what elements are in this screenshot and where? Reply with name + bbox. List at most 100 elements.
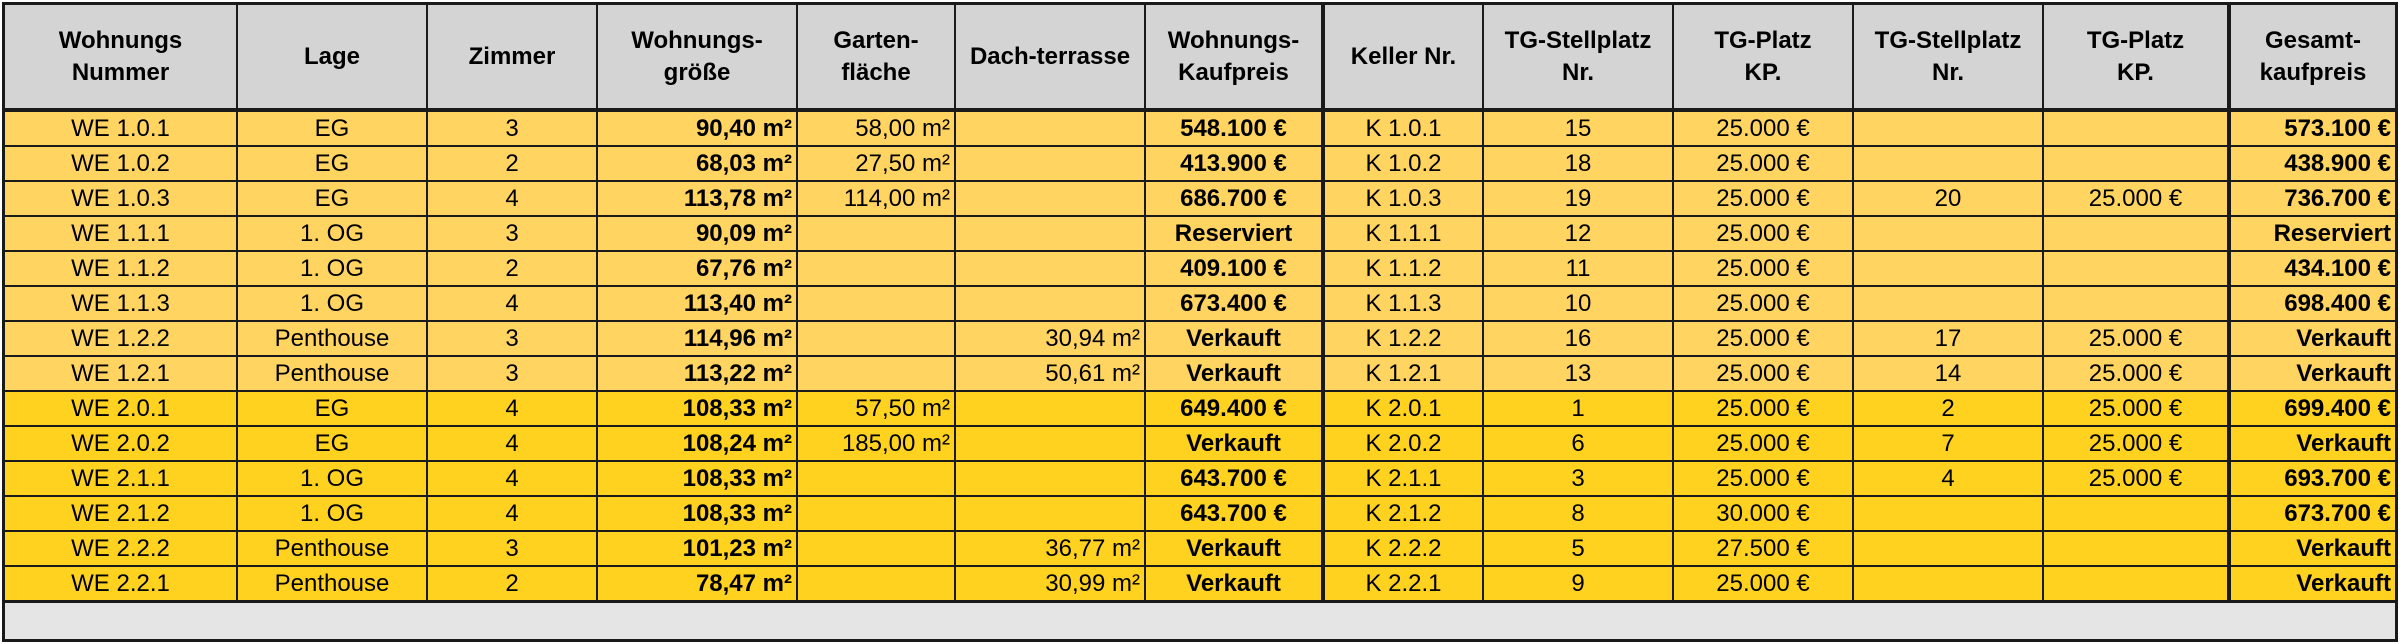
cell-tg-platz-kp-2 <box>2042 145 2230 182</box>
cell-tg-stellplatz-nr-1: 6 <box>1482 425 1674 462</box>
cell-tg-platz-kp-1: 25.000 € <box>1672 565 1854 603</box>
table-row: WE 1.2.2 Penthouse 3 114,96 m² 30,94 m² Verka… <box>5 320 2395 357</box>
table-row: WE 2.1.1 1. OG 4 108,33 m² 643.700 € K 2.1.1 3… <box>5 460 2395 497</box>
cell-tg-stellplatz-nr-2: 4 <box>1852 460 2044 497</box>
cell-gartenflaeche: 57,50 m² <box>796 390 956 427</box>
header-dachterrasse: Dach-terrasse <box>954 5 1146 112</box>
cell-wohnungs-kaufpreis: Verkauft <box>1144 565 1325 603</box>
cell-gesamtkaufpreis: 673.700 € <box>2227 495 2395 532</box>
cell-tg-platz-kp-2 <box>2042 285 2230 322</box>
cell-lage: 1. OG <box>236 285 428 322</box>
cell-gartenflaeche <box>796 460 956 497</box>
cell-wohnungs-kaufpreis: Verkauft <box>1144 355 1325 392</box>
cell-keller-nr: K 2.1.1 <box>1322 460 1484 497</box>
cell-wohnungs-kaufpreis: Verkauft <box>1144 425 1325 462</box>
cell-wohnungs-nummer: WE 2.1.2 <box>5 495 238 532</box>
cell-keller-nr: K 2.2.1 <box>1322 565 1484 603</box>
cell-tg-stellplatz-nr-2 <box>1852 285 2044 322</box>
cell-dachterrasse <box>954 285 1146 322</box>
cell-gesamtkaufpreis: Reserviert <box>2227 215 2395 252</box>
table-row: WE 2.1.2 1. OG 4 108,33 m² 643.700 € K 2.1.2 8… <box>5 495 2395 532</box>
cell-dachterrasse <box>954 495 1146 532</box>
cell-wohnungs-kaufpreis: 643.700 € <box>1144 460 1325 497</box>
apartment-table: Wohnungs Nummer Lage Zimmer Wohnungs- gr… <box>5 5 2395 603</box>
cell-keller-nr: K 1.0.1 <box>1322 109 1484 147</box>
cell-tg-platz-kp-2: 25.000 € <box>2042 180 2230 217</box>
cell-wohnungs-nummer: WE 1.0.2 <box>5 145 238 182</box>
cell-gesamtkaufpreis: Verkauft <box>2227 565 2395 603</box>
cell-wohnungsgroesse: 90,40 m² <box>596 109 798 147</box>
cell-lage: EG <box>236 425 428 462</box>
cell-gesamtkaufpreis: 573.100 € <box>2227 109 2395 147</box>
cell-zimmer: 3 <box>426 355 598 392</box>
cell-tg-stellplatz-nr-1: 8 <box>1482 495 1674 532</box>
cell-tg-platz-kp-1: 25.000 € <box>1672 390 1854 427</box>
cell-keller-nr: K 1.1.2 <box>1322 250 1484 287</box>
cell-tg-platz-kp-2: 25.000 € <box>2042 390 2230 427</box>
table-row: WE 1.1.2 1. OG 2 67,76 m² 409.100 € K 1.1.2 11… <box>5 250 2395 287</box>
cell-tg-platz-kp-1: 25.000 € <box>1672 109 1854 147</box>
cell-gartenflaeche <box>796 355 956 392</box>
cell-gesamtkaufpreis: Verkauft <box>2227 320 2395 357</box>
cell-wohnungs-nummer: WE 1.2.1 <box>5 355 238 392</box>
cell-wohnungsgroesse: 114,96 m² <box>596 320 798 357</box>
header-tg-stellplatz-nr-2: TG-Stellplatz Nr. <box>1852 5 2044 112</box>
cell-gartenflaeche: 185,00 m² <box>796 425 956 462</box>
cell-tg-stellplatz-nr-2 <box>1852 565 2044 603</box>
cell-gartenflaeche <box>796 495 956 532</box>
cell-tg-platz-kp-2: 25.000 € <box>2042 355 2230 392</box>
header-tg-platz-kp-1: TG-Platz KP. <box>1672 5 1854 112</box>
cell-wohnungs-nummer: WE 1.1.2 <box>5 250 238 287</box>
cell-gesamtkaufpreis: Verkauft <box>2227 425 2395 462</box>
cell-wohnungs-nummer: WE 1.0.1 <box>5 109 238 147</box>
cell-lage: EG <box>236 109 428 147</box>
table-row: WE 1.2.1 Penthouse 3 113,22 m² 50,61 m² Verka… <box>5 355 2395 392</box>
cell-wohnungsgroesse: 90,09 m² <box>596 215 798 252</box>
cell-keller-nr: K 2.2.2 <box>1322 530 1484 567</box>
cell-wohnungs-nummer: WE 2.2.1 <box>5 565 238 603</box>
cell-gesamtkaufpreis: 434.100 € <box>2227 250 2395 287</box>
cell-lage: EG <box>236 390 428 427</box>
cell-lage: 1. OG <box>236 460 428 497</box>
cell-tg-platz-kp-1: 25.000 € <box>1672 355 1854 392</box>
cell-wohnungs-nummer: WE 2.1.1 <box>5 460 238 497</box>
cell-tg-stellplatz-nr-1: 18 <box>1482 145 1674 182</box>
cell-dachterrasse <box>954 460 1146 497</box>
cell-tg-stellplatz-nr-2: 14 <box>1852 355 2044 392</box>
cell-zimmer: 3 <box>426 215 598 252</box>
cell-dachterrasse: 50,61 m² <box>954 355 1146 392</box>
table-row: WE 2.2.1 Penthouse 2 78,47 m² 30,99 m² Verkau… <box>5 565 2395 603</box>
cell-zimmer: 4 <box>426 285 598 322</box>
cell-tg-stellplatz-nr-2 <box>1852 250 2044 287</box>
cell-lage: EG <box>236 180 428 217</box>
cell-wohnungs-kaufpreis: 643.700 € <box>1144 495 1325 532</box>
cell-tg-stellplatz-nr-2 <box>1852 145 2044 182</box>
cell-zimmer: 3 <box>426 320 598 357</box>
header-tg-stellplatz-nr-1: TG-Stellplatz Nr. <box>1482 5 1674 112</box>
cell-tg-platz-kp-1: 25.000 € <box>1672 460 1854 497</box>
cell-gartenflaeche: 114,00 m² <box>796 180 956 217</box>
header-lage: Lage <box>236 5 428 112</box>
cell-gartenflaeche <box>796 285 956 322</box>
cell-gartenflaeche <box>796 530 956 567</box>
cell-wohnungsgroesse: 113,78 m² <box>596 180 798 217</box>
cell-tg-platz-kp-1: 25.000 € <box>1672 285 1854 322</box>
cell-wohnungs-nummer: WE 2.0.1 <box>5 390 238 427</box>
cell-dachterrasse <box>954 145 1146 182</box>
header-tg-platz-kp-2: TG-Platz KP. <box>2042 5 2230 112</box>
cell-lage: Penthouse <box>236 355 428 392</box>
cell-tg-platz-kp-1: 25.000 € <box>1672 215 1854 252</box>
cell-tg-platz-kp-2 <box>2042 109 2230 147</box>
cell-dachterrasse: 30,94 m² <box>954 320 1146 357</box>
cell-keller-nr: K 1.1.3 <box>1322 285 1484 322</box>
header-gesamtkaufpreis: Gesamt- kaufpreis <box>2227 5 2395 112</box>
cell-tg-stellplatz-nr-2: 2 <box>1852 390 2044 427</box>
cell-wohnungs-nummer: WE 2.2.2 <box>5 530 238 567</box>
table-row: WE 2.0.1 EG 4 108,33 m² 57,50 m² 649.400 € K 2… <box>5 390 2395 427</box>
cell-gesamtkaufpreis: 693.700 € <box>2227 460 2395 497</box>
cell-tg-platz-kp-2 <box>2042 215 2230 252</box>
cell-wohnungsgroesse: 78,47 m² <box>596 565 798 603</box>
cell-tg-platz-kp-1: 25.000 € <box>1672 250 1854 287</box>
cell-lage: 1. OG <box>236 250 428 287</box>
